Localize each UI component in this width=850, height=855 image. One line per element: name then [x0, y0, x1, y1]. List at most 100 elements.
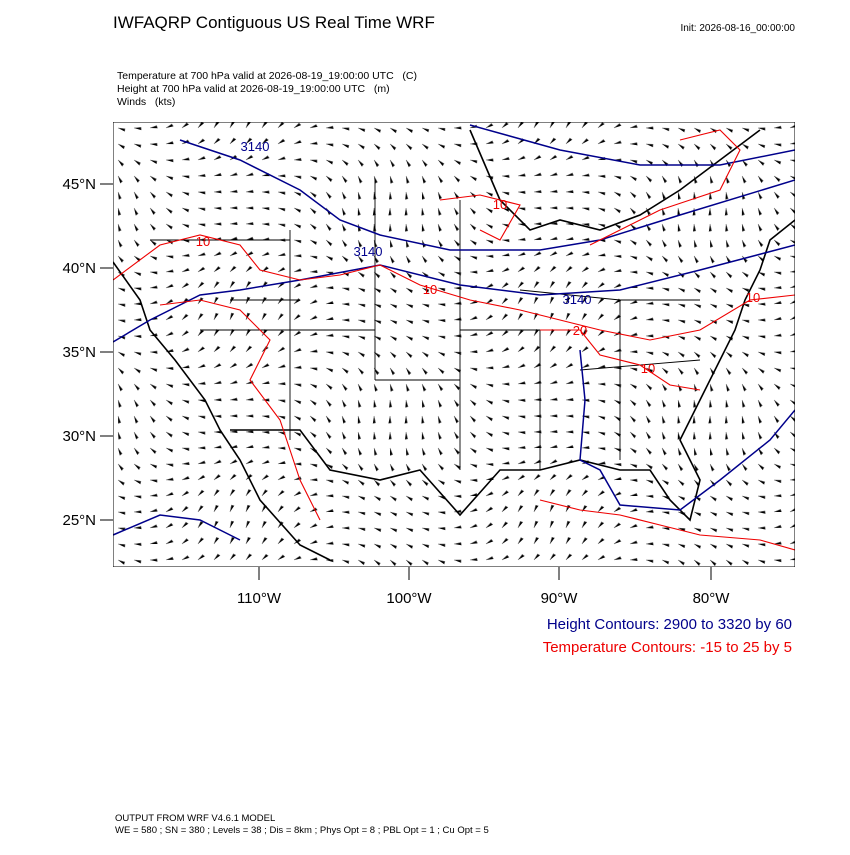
wind-barb [581, 252, 590, 257]
wind-barb [245, 189, 254, 193]
wind-barb [725, 543, 734, 549]
wind-barb [165, 539, 174, 545]
wind-barb [405, 479, 413, 487]
wind-barb [485, 283, 494, 289]
wind-barb [389, 463, 395, 472]
wind-barb [325, 399, 332, 407]
wind-barb [565, 397, 574, 402]
wind-barb [133, 525, 142, 530]
wind-barb [165, 399, 173, 406]
wind-barb [229, 296, 235, 305]
wind-barb [133, 223, 139, 232]
wind-barb [709, 255, 715, 264]
wind-barb [581, 281, 588, 289]
wind-barb [549, 236, 558, 241]
wind-barb [181, 347, 190, 353]
wind-barb [629, 383, 638, 389]
wind-barb [261, 251, 270, 257]
wind-barb [213, 414, 222, 418]
wind-barb [149, 463, 158, 469]
wind-barb [741, 207, 745, 216]
wind-barb [165, 366, 174, 371]
wind-barb [133, 463, 141, 470]
wind-barb [485, 314, 494, 321]
wind-barb [325, 239, 333, 247]
wind-barb [773, 191, 780, 199]
wind-barb [693, 255, 699, 264]
wind-barb [661, 287, 670, 292]
wind-barb [165, 507, 174, 513]
wind-barb [373, 543, 382, 549]
wind-barb [165, 415, 173, 422]
wind-barb [709, 303, 718, 309]
wind-barb [117, 207, 122, 216]
wind-barb [469, 399, 477, 407]
wind-barb [469, 207, 477, 215]
wind-barb [325, 463, 334, 469]
wind-barb [693, 127, 702, 133]
wind-barb [437, 431, 442, 440]
wind-barb [645, 317, 654, 321]
wind-barb [245, 459, 254, 465]
map-body [113, 122, 795, 567]
wind-barb [677, 303, 686, 308]
wind-barb [469, 239, 477, 246]
wind-barb [533, 206, 542, 210]
wind-barb [357, 367, 365, 375]
wind-barb [245, 122, 252, 129]
wind-barb [181, 175, 190, 179]
wind-barb [469, 415, 477, 423]
wind-barb [213, 445, 222, 449]
wind-barb [373, 143, 381, 151]
wind-barb [485, 331, 494, 337]
wind-barb [213, 398, 222, 402]
wind-barb [549, 489, 556, 497]
wind-barb [517, 190, 526, 194]
wind-barb [357, 415, 361, 424]
wind-barb [725, 351, 733, 358]
wind-barb [389, 511, 398, 517]
wind-barb [789, 159, 795, 162]
wind-barb [309, 415, 317, 423]
wind-barb [517, 537, 524, 545]
wind-barb [341, 127, 350, 131]
wind-barb [341, 559, 350, 564]
wind-barb [421, 143, 429, 150]
wind-barb [661, 463, 669, 471]
wind-barb [388, 431, 392, 440]
wind-barb [404, 431, 409, 440]
wind-barb [293, 239, 302, 244]
wind-barb [517, 251, 526, 257]
wind-barb [453, 399, 460, 408]
wind-barb [757, 543, 766, 547]
wind-barb [565, 553, 573, 561]
wind-barb [293, 139, 302, 145]
wind-barb [357, 175, 363, 184]
wind-barb [757, 271, 766, 277]
wind-barb [405, 383, 410, 392]
wind-barb [405, 463, 411, 472]
wind-barb [789, 223, 795, 230]
wind-barb [309, 269, 318, 274]
wind-barb [341, 447, 348, 456]
wind-barb [341, 239, 348, 248]
wind-barb [421, 191, 426, 200]
wind-barb [581, 554, 589, 561]
wind-barb [181, 415, 190, 421]
wind-barb [149, 142, 158, 147]
wind-barb [517, 346, 525, 353]
wind-barb [357, 479, 365, 486]
wind-barb [453, 271, 462, 276]
wind-barb [709, 447, 714, 456]
wind-barb [325, 316, 334, 321]
wind-barb [229, 397, 238, 401]
wind-barb [213, 363, 222, 369]
field-label: Winds (kts) [117, 96, 175, 108]
wind-barb [133, 175, 140, 183]
wind-barb [773, 143, 782, 147]
wind-barb [325, 159, 334, 165]
wind-barb [453, 415, 459, 424]
wind-barb [549, 520, 555, 529]
wind-barb [501, 537, 509, 545]
lat-label: 40°N [62, 260, 96, 277]
